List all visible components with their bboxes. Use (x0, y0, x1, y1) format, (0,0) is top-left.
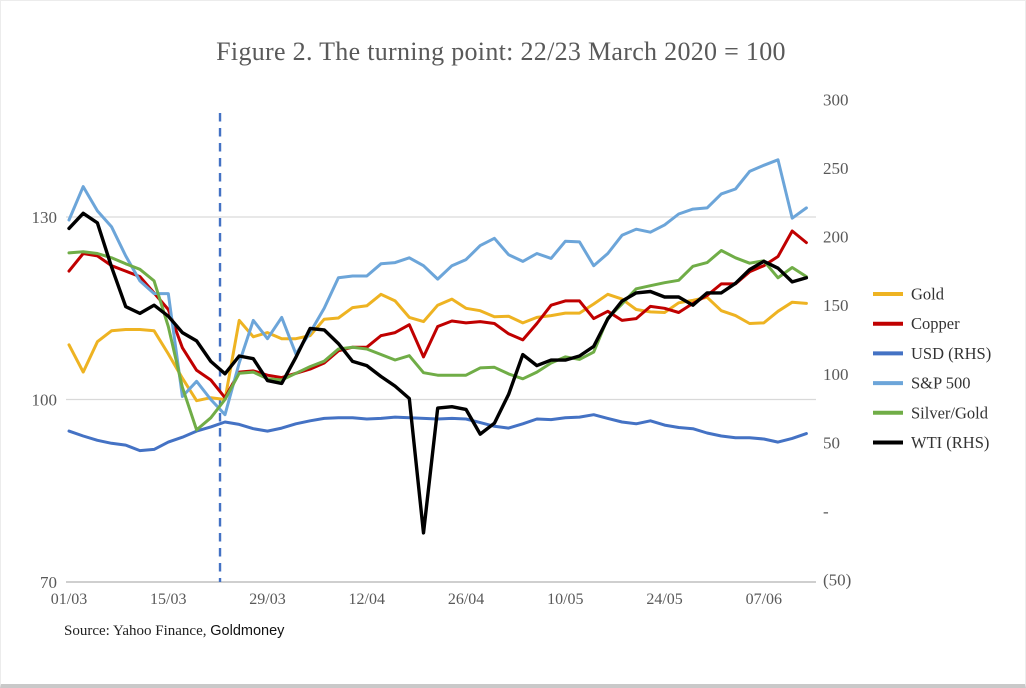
right-axis-tick-label: (50) (823, 571, 851, 590)
source-brand: Goldmoney (210, 623, 285, 639)
left-axis-tick-label: 130 (32, 208, 58, 227)
series-line-gold (67, 292, 808, 403)
legend-label-1: Gold (911, 285, 945, 304)
x-axis-tick-label: 24/05 (646, 591, 682, 608)
series-line-copper (67, 229, 808, 400)
legend-label-2: Copper (911, 314, 960, 333)
x-axis-tick-label: 07/06 (746, 591, 782, 608)
source-caption: Source: Yahoo Finance, Goldmoney (64, 623, 284, 640)
series-line-s-p-500 (67, 158, 808, 417)
x-axis-tick-label: 10/05 (547, 591, 583, 608)
right-axis-tick-label: 50 (823, 433, 840, 452)
chart-title: Figure 2. The turning point: 22/23 March… (216, 37, 786, 66)
series-line-silver-gold (67, 249, 808, 432)
series-line-wti-rhs (67, 211, 809, 535)
right-axis-tick-label: 300 (823, 91, 849, 110)
legend-label-3: USD (RHS) (911, 344, 991, 363)
x-axis-tick-label: 26/04 (448, 591, 484, 608)
right-axis-tick-label: 150 (823, 296, 849, 315)
x-axis-tick-label: 29/03 (249, 591, 285, 608)
legend-label-4: S&P 500 (911, 374, 970, 393)
right-axis-tick-label: 100 (823, 365, 849, 384)
right-axis-tick-label: 250 (823, 159, 849, 178)
left-axis-tick-label: 70 (40, 573, 57, 592)
right-axis-tick-label: 200 (823, 228, 849, 247)
left-axis-tick-label: 100 (32, 391, 58, 410)
x-axis-tick-label: 12/04 (349, 591, 385, 608)
legend-label-6: WTI (RHS) (911, 433, 989, 452)
x-axis-tick-label: 01/03 (51, 591, 87, 608)
legend-label-5: Silver/Gold (911, 403, 989, 422)
right-axis-tick-label: - (823, 502, 829, 521)
x-axis-tick-label: 15/03 (150, 591, 186, 608)
source-text: Source: Yahoo Finance, (64, 623, 211, 639)
